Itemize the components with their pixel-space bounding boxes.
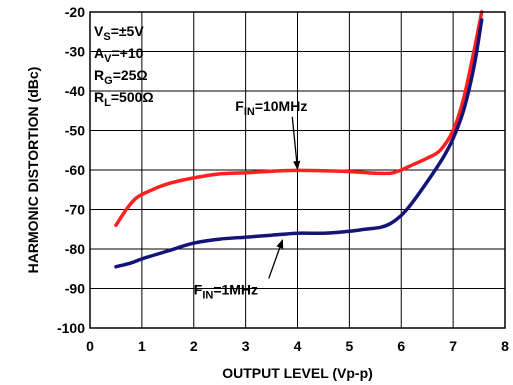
y-tick-label: -60: [65, 162, 85, 178]
test-condition-vs: VS=±5V: [94, 23, 144, 43]
test-condition-rl: RL=500Ω: [94, 89, 154, 109]
y-tick-label: -40: [65, 83, 85, 99]
y-axis-title: HARMONIC DISTORTION (dBc): [25, 67, 41, 274]
y-tick-label: -90: [65, 281, 85, 297]
plot-frame: [89, 11, 506, 329]
x-tick-label: 6: [397, 338, 405, 354]
series-annotations: FIN=10MHz FIN=1MHz: [194, 98, 308, 302]
y-tick-label: -30: [65, 44, 85, 60]
x-tick-label: 8: [501, 338, 509, 354]
y-tick-label: -20: [65, 4, 85, 20]
annotation-fin-10mhz: FIN=10MHz: [235, 98, 307, 118]
y-tick-label: -70: [65, 202, 85, 218]
tick-labels: 0 1 2 3 4 5 6 7 8 -20 -30 -40 -50 -60 -70 -80 -90 -100: [57, 4, 509, 354]
x-tick-label: 5: [345, 338, 353, 354]
test-condition-av: AV=+10: [94, 45, 144, 65]
series-line-fin-1mhz: [114, 18, 484, 269]
annotation-fin-1mhz: FIN=1MHz: [194, 281, 258, 301]
x-tick-label: 0: [86, 338, 94, 354]
annotation-arrow: [291, 116, 301, 171]
series-line-fin-10mhz: [114, 10, 484, 228]
x-tick-label: 2: [190, 338, 198, 354]
series: [114, 10, 484, 269]
annotation-arrow: [268, 239, 284, 279]
y-tick-label: -100: [57, 320, 85, 336]
x-tick-label: 3: [242, 338, 250, 354]
plot-border: [89, 11, 506, 329]
y-tick-label: -80: [65, 241, 85, 257]
x-tick-label: 4: [294, 338, 302, 354]
test-condition-rg: RG=25Ω: [94, 67, 148, 87]
x-tick-label: 1: [138, 338, 146, 354]
y-tick-label: -50: [65, 123, 85, 139]
x-tick-label: 7: [449, 338, 457, 354]
x-axis-title: OUTPUT LEVEL (Vp-p): [222, 365, 373, 381]
